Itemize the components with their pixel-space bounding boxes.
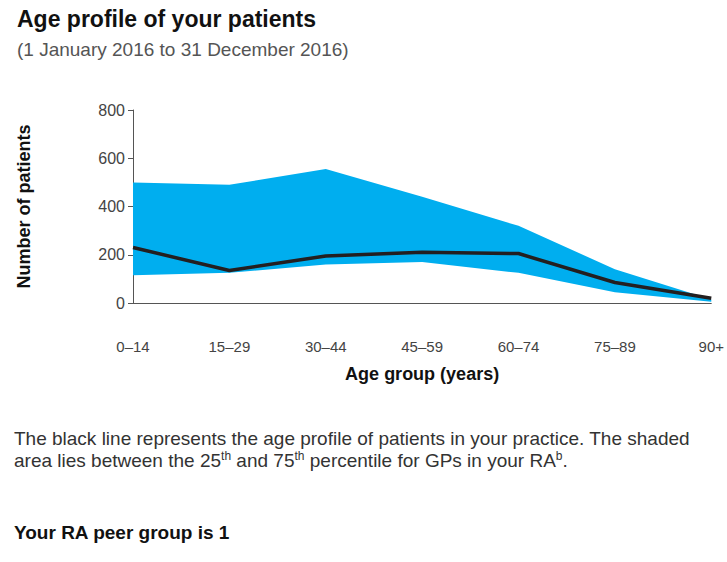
- svg-text:(1 January 2016 to 31 December: (1 January 2016 to 31 December 2016): [17, 39, 349, 60]
- svg-text:75–89: 75–89: [594, 338, 636, 355]
- svg-text:30–44: 30–44: [305, 338, 347, 355]
- svg-text:Age profile of your patients: Age profile of your patients: [17, 6, 316, 32]
- svg-text:0: 0: [116, 295, 125, 312]
- svg-text:200: 200: [98, 246, 125, 263]
- svg-text:600: 600: [98, 150, 125, 167]
- svg-text:45–59: 45–59: [401, 338, 443, 355]
- svg-text:Number of patients: Number of patients: [14, 124, 34, 288]
- svg-text:400: 400: [98, 198, 125, 215]
- html-text:Your RA peer group is 1: Your RA peer group is 1: [14, 522, 230, 543]
- svg-text:90+: 90+: [699, 338, 725, 355]
- svg-text:60–74: 60–74: [498, 338, 540, 355]
- html-text:The black line represents the: The black line represents the age profil…: [14, 428, 690, 471]
- svg-text:800: 800: [98, 102, 125, 119]
- svg-text:15–29: 15–29: [209, 338, 251, 355]
- svg-text:0–14: 0–14: [116, 338, 149, 355]
- svg-text:Age group (years): Age group (years): [345, 364, 499, 384]
